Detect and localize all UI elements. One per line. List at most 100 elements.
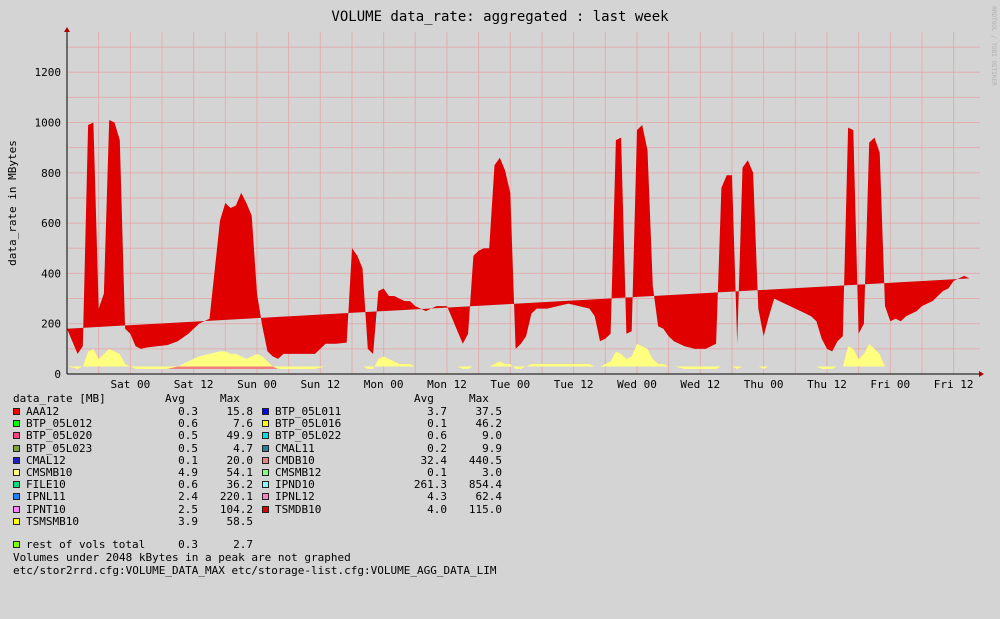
legend-swatch — [262, 505, 269, 513]
legend-item-max: 3.0 — [482, 466, 502, 479]
legend-item-name: BTP_05L023 — [26, 441, 93, 455]
legend-item: CMDB10 32.4 440.5 — [262, 454, 502, 467]
y-tick-label: 800 — [41, 167, 61, 180]
legend-swatch — [262, 444, 269, 452]
legend-swatch — [262, 469, 269, 476]
legend-item-name: CMDB10 — [275, 453, 315, 467]
legend-item: CMAL12 0.1 20.0 — [13, 454, 253, 467]
legend-rest-avg: 0.3 — [178, 538, 198, 551]
legend-item-name: TSMSMB10 — [26, 514, 79, 528]
legend-swatch — [262, 456, 269, 464]
legend-item-max: 7.6 — [233, 417, 253, 431]
y-tick-label: 200 — [41, 318, 61, 331]
legend-swatch — [13, 444, 20, 452]
legend-item-max: 104.2 — [219, 502, 253, 516]
legend-item: BTP_05L020 0.5 49.9 — [13, 429, 253, 442]
x-tick-label: Mon 12 — [427, 378, 467, 391]
legend-item-name: CMSMB10 — [26, 466, 73, 479]
legend-max-header-left: Max — [220, 392, 240, 405]
legend-item-max: 37.5 — [475, 405, 503, 418]
legend-item-name: BTP_05L011 — [275, 405, 342, 418]
legend-swatch — [262, 408, 269, 415]
legend-item: BTP_05L022 0.6 9.0 — [262, 429, 502, 442]
x-tick-label: Sun 00 — [237, 378, 277, 391]
legend-item: TSMSMB10 3.9 58.5 — [13, 515, 253, 528]
legend-item-avg: 261.3 — [413, 478, 447, 492]
legend-swatch — [13, 469, 20, 476]
legend-item: IPNL12 4.3 62.4 — [262, 490, 502, 503]
legend-item: CMSMB10 4.9 54.1 — [13, 466, 253, 479]
legend-item-avg: 0.6 — [427, 429, 447, 443]
legend-avg-header-left: Avg — [165, 392, 185, 405]
legend-item: BTP_05L016 0.1 46.2 — [262, 417, 502, 430]
legend-rest-max: 2.7 — [233, 538, 253, 551]
legend-item-name: TSMDB10 — [275, 502, 322, 516]
legend-swatch — [13, 408, 20, 415]
x-tick-label: Wed 12 — [680, 378, 720, 391]
chart-title: VOLUME data_rate: aggregated : last week — [331, 9, 669, 25]
legend-item-name: FILE10 — [26, 478, 66, 492]
chart: 0 200 400 600 800 1000 1200 Sat 00 Sat 12 Sun 00… — [6, 6, 997, 391]
legend-item-max: 54.1 — [226, 466, 254, 479]
legend-item-avg: 0.6 — [178, 417, 198, 431]
series-areas — [67, 120, 970, 369]
series-area-tsmdb10 — [67, 120, 970, 359]
legend-item-max: 58.5 — [226, 514, 254, 528]
legend-swatch — [13, 541, 20, 548]
legend-header: data_rate [MB] — [13, 392, 106, 405]
legend-item-avg: 0.5 — [178, 441, 198, 455]
legend-item-avg: 0.1 — [178, 453, 198, 467]
legend-swatch — [13, 432, 20, 440]
legend-swatch — [13, 481, 20, 489]
legend-item: BTP_05L023 0.5 4.7 — [13, 442, 253, 455]
x-tick-label: Thu 00 — [744, 378, 784, 391]
x-axis-arrow-icon — [979, 371, 984, 377]
legend-swatch — [13, 456, 20, 464]
legend-note-peak: Volumes under 2048 kBytes in a peak are … — [13, 551, 351, 564]
x-tick-label: Tue 12 — [554, 378, 594, 391]
legend-item-avg: 0.1 — [427, 466, 447, 479]
legend-item-avg: 0.1 — [427, 417, 447, 431]
x-tick-label: Thu 12 — [807, 378, 847, 391]
legend-swatch — [13, 505, 20, 513]
y-tick-label: 600 — [41, 217, 61, 230]
legend-item: BTP_05L011 3.7 37.5 — [262, 405, 502, 418]
legend-item-avg: 3.9 — [178, 514, 198, 528]
legend-swatch — [13, 420, 20, 428]
x-tick-label: Sun 12 — [300, 378, 340, 391]
legend-item-avg: 0.5 — [178, 429, 198, 443]
legend-item-name: IPNL11 — [26, 490, 66, 504]
axes — [64, 27, 984, 377]
y-axis-label: data_rate in MBytes — [6, 140, 19, 266]
legend-item-max: 4.7 — [233, 441, 253, 455]
legend-item-name: BTP_05L016 — [275, 417, 342, 431]
legend-item-avg: 4.0 — [427, 502, 447, 516]
legend-item-name: BTP_05L012 — [26, 417, 93, 431]
y-tick-label: 1200 — [35, 66, 62, 79]
legend: data_rate [MB] Avg Max Avg Max AAA12 0.3 1… — [0, 392, 1000, 582]
legend-item-avg: 3.7 — [427, 405, 447, 418]
legend-item-name: BTP_05L020 — [26, 429, 93, 443]
y-tick-label: 0 — [54, 368, 61, 381]
legend-item-max: 20.0 — [226, 453, 254, 467]
x-tick-label: Fri 12 — [934, 378, 974, 391]
legend-swatch — [13, 517, 20, 525]
legend-item: CMSMB12 0.1 3.0 — [262, 466, 502, 479]
legend-item-avg: 0.2 — [427, 441, 447, 455]
legend-item-name: AAA12 — [26, 405, 60, 418]
legend-max-header-right: Max — [469, 392, 489, 405]
legend-item-name: IPND10 — [275, 478, 315, 492]
legend-swatch — [262, 481, 269, 489]
legend-item: IPNL11 2.4 220.1 — [13, 490, 253, 503]
y-tick-labels: 0 200 400 600 800 1000 1200 — [35, 66, 62, 381]
legend-item-name: IPNL12 — [275, 490, 315, 504]
legend-note-config: etc/stor2rrd.cfg:VOLUME_DATA_MAX etc/sto… — [13, 564, 497, 577]
legend-item-avg: 0.6 — [178, 478, 198, 492]
legend-item-max: 115.0 — [468, 502, 502, 516]
legend-item-max: 15.8 — [226, 405, 254, 418]
legend-item-name: CMAL12 — [26, 453, 66, 467]
legend-item-avg: 2.5 — [178, 502, 198, 516]
legend-item-avg: 4.3 — [427, 490, 447, 504]
legend-swatch — [262, 420, 269, 428]
legend-item-name: IPNT10 — [26, 502, 66, 516]
